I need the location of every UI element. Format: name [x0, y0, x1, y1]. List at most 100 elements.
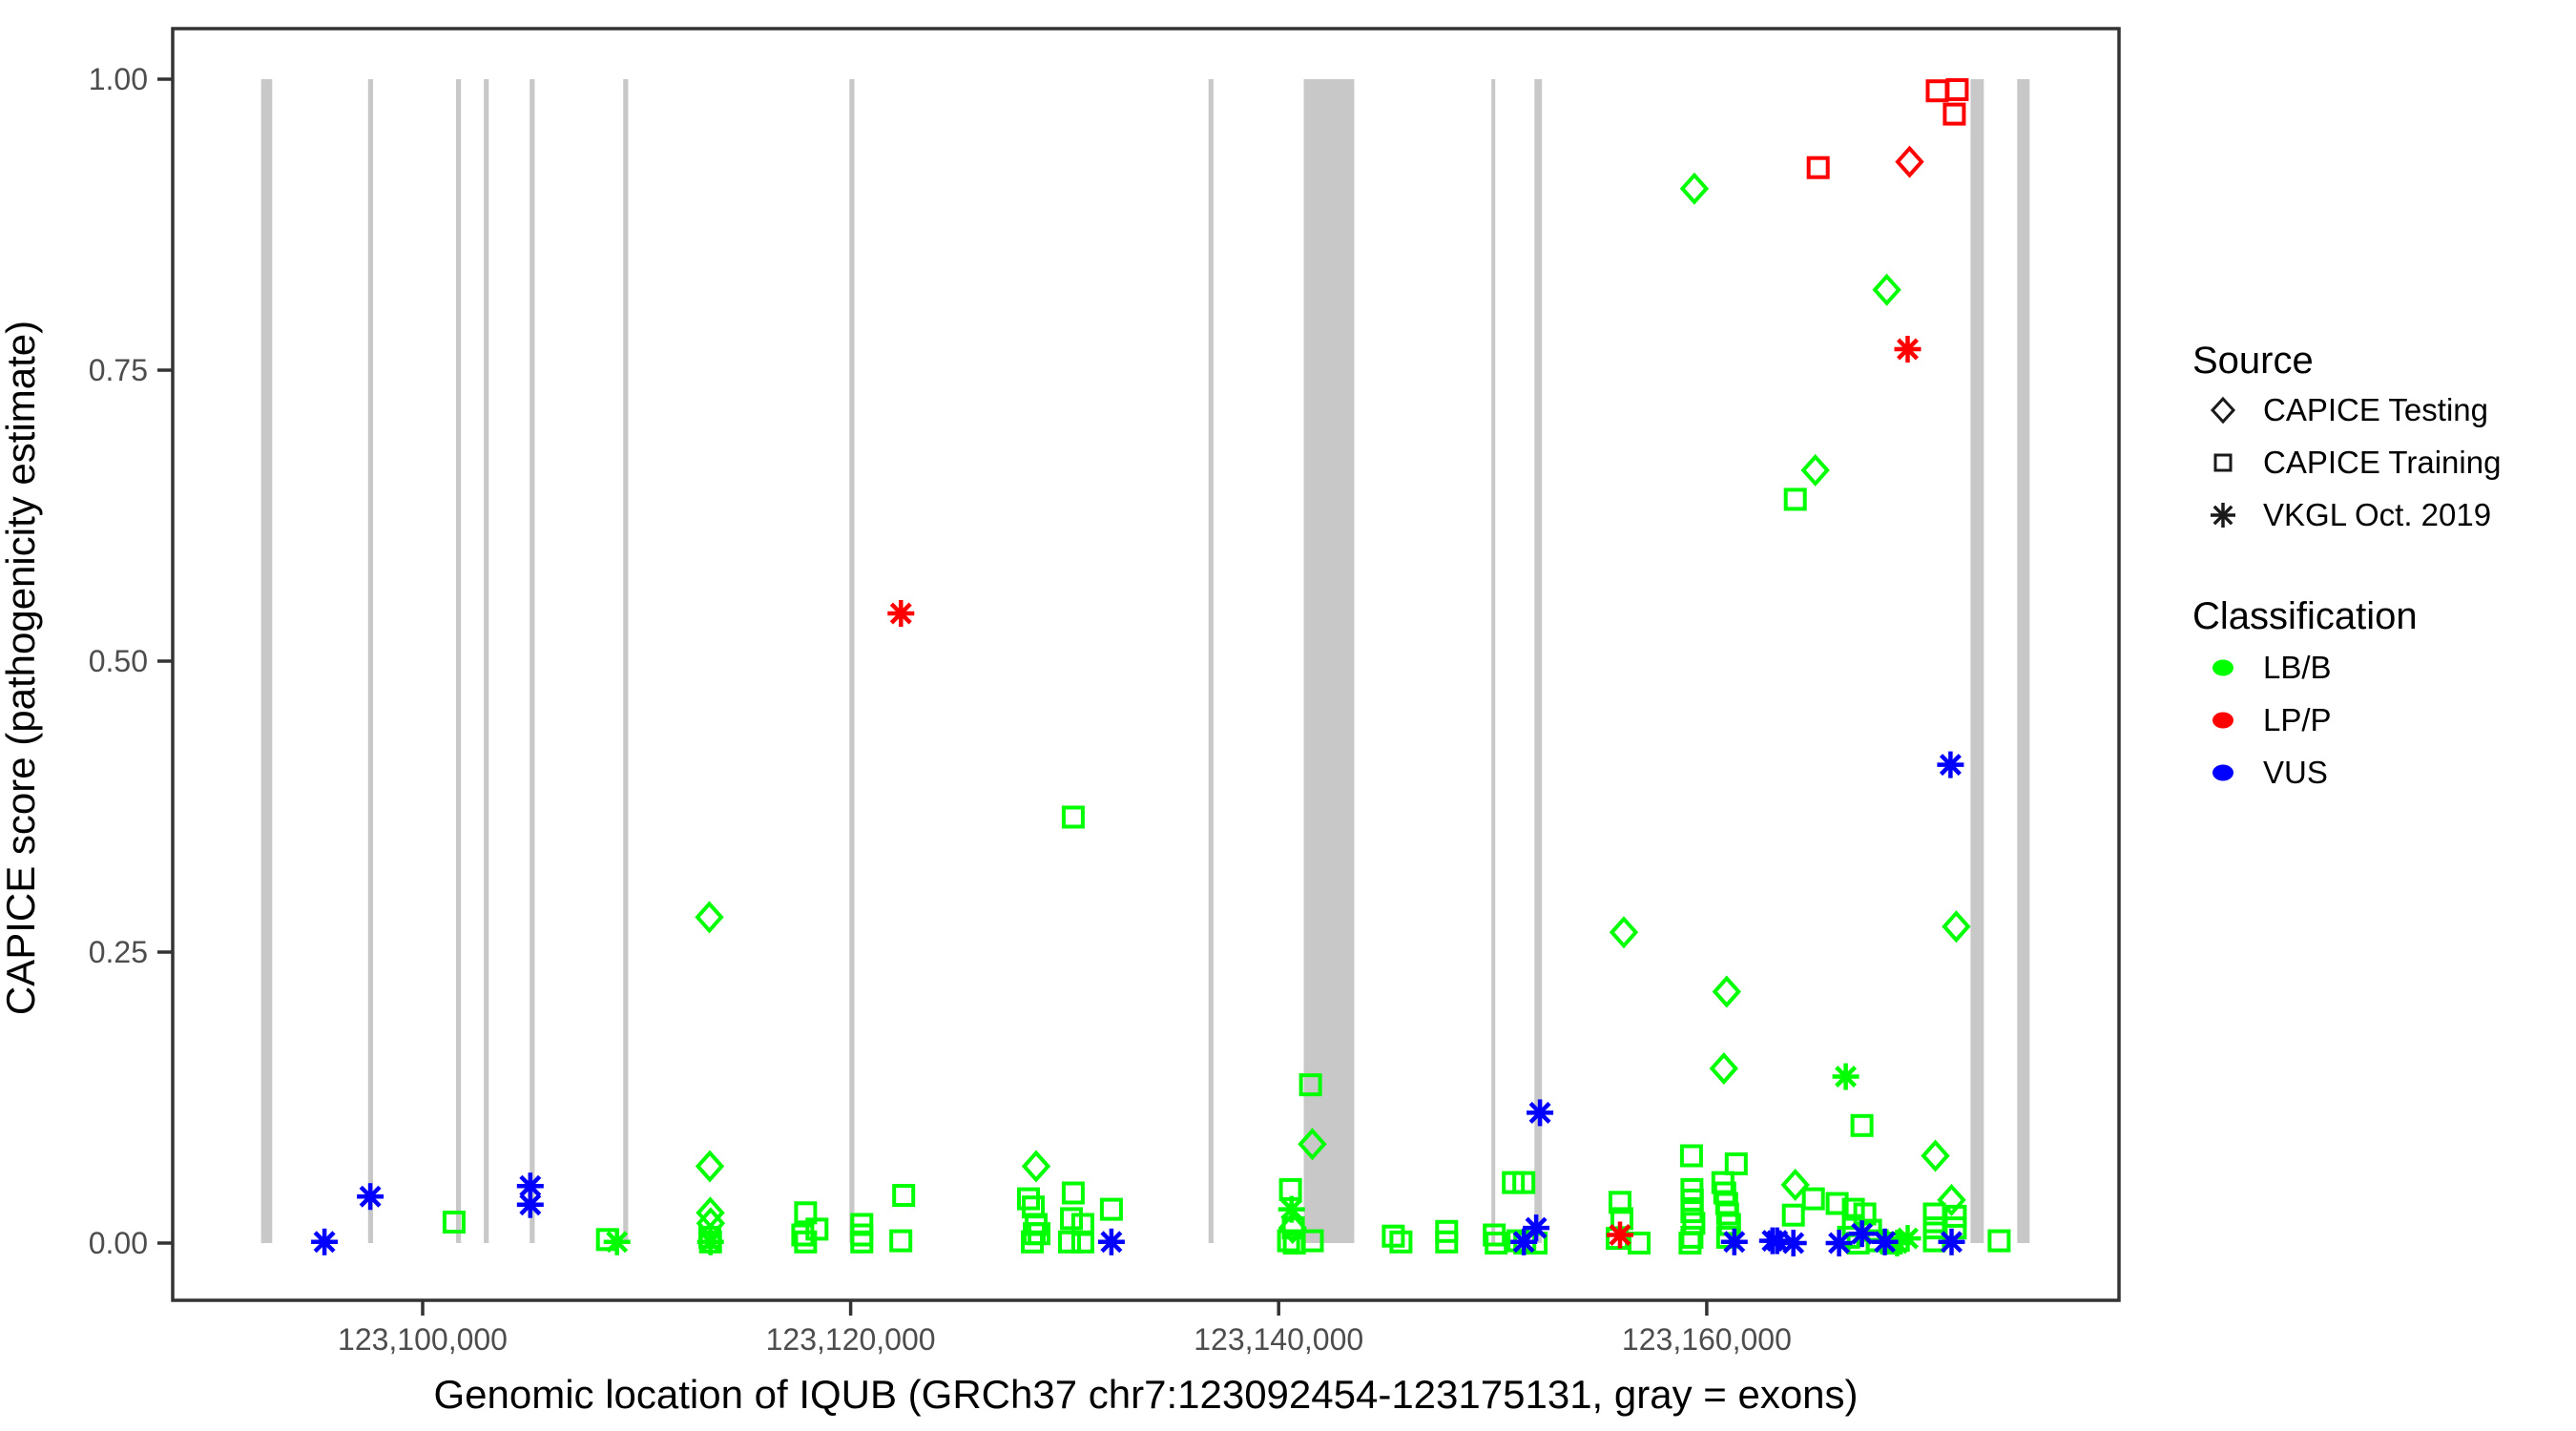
point-square	[1724, 1152, 1748, 1175]
point-asterisk	[1723, 1231, 1746, 1254]
y-tick-label: 0.50	[89, 644, 148, 678]
point-diamond	[1895, 145, 1924, 178]
exon-bar	[456, 79, 462, 1243]
dot	[2212, 764, 2233, 781]
square-legend-icon	[2213, 453, 2233, 472]
classification-dot-icon	[2212, 764, 2233, 781]
point-asterisk	[519, 1193, 542, 1216]
point-asterisk	[889, 602, 912, 625]
exon-bar	[530, 79, 535, 1243]
point-asterisk	[1100, 1231, 1123, 1254]
data-point	[311, 1228, 339, 1255]
data-point	[1806, 156, 1830, 179]
point-asterisk	[1941, 1231, 1963, 1254]
point-asterisk	[1939, 754, 1962, 777]
point-asterisk	[519, 1174, 542, 1197]
x-tick-label: 123,100,000	[338, 1322, 508, 1357]
exon-bar	[849, 79, 855, 1243]
point-square	[1717, 1213, 1741, 1236]
point-square	[1783, 487, 1807, 511]
point-asterisk	[1528, 1101, 1551, 1124]
dot	[2212, 659, 2233, 676]
point-diamond	[1712, 975, 1741, 1008]
data-point	[1607, 1221, 1633, 1249]
data-point	[1945, 78, 1969, 101]
x-axis-title: Genomic location of IQUB (GRCh37 chr7:12…	[433, 1372, 1859, 1417]
data-point	[1937, 751, 1964, 778]
legend-classification-title: Classification	[2192, 595, 2418, 637]
data-point	[1712, 975, 1741, 1008]
data-point	[1680, 1188, 1704, 1212]
data-point	[1724, 1152, 1748, 1175]
data-point	[1278, 1177, 1302, 1201]
exon-bar	[1970, 79, 1984, 1243]
data-point	[850, 1230, 874, 1254]
legend-item-label: CAPICE Testing	[2263, 392, 2488, 427]
data-point	[1779, 1230, 1807, 1256]
point-square	[892, 1184, 916, 1207]
y-tick-label: 0.25	[89, 935, 148, 969]
data-point	[1943, 1204, 1967, 1228]
point-square	[698, 1230, 722, 1254]
point-diamond	[1021, 1150, 1051, 1183]
data-point	[1922, 1202, 1946, 1226]
point-square	[1850, 1113, 1874, 1137]
point-diamond	[695, 1150, 725, 1183]
point-square	[1680, 1200, 1704, 1224]
data-point	[1389, 1230, 1413, 1254]
data-point	[1678, 1232, 1702, 1255]
exon-bar	[1534, 79, 1543, 1243]
legend-source-title: Source	[2192, 340, 2314, 382]
point-square	[1606, 1227, 1629, 1251]
point-square	[1925, 79, 1949, 103]
exon-bar	[623, 79, 629, 1243]
data-point	[1609, 916, 1639, 949]
asterisk-legend-icon	[2211, 503, 2235, 528]
data-point	[1942, 910, 1971, 944]
data-point	[1783, 487, 1807, 511]
point-square	[1389, 1230, 1413, 1254]
diamond-icon	[2210, 396, 2236, 425]
data-point	[1058, 1230, 1081, 1254]
exon-bar	[367, 79, 373, 1243]
point-square	[1945, 78, 1969, 101]
data-point	[1277, 1229, 1300, 1253]
point-asterisk	[1512, 1231, 1535, 1254]
data-point	[1717, 1213, 1741, 1236]
data-point	[1609, 1191, 1631, 1214]
point-square	[1298, 1073, 1322, 1097]
data-point	[1832, 1063, 1859, 1090]
data-point	[1825, 1230, 1853, 1256]
point-square	[1061, 805, 1085, 829]
data-point	[1938, 1228, 1965, 1255]
point-square	[1278, 1177, 1302, 1201]
data-point	[1061, 1181, 1085, 1205]
data-point	[791, 1223, 815, 1247]
data-point	[887, 600, 915, 627]
point-diamond	[695, 901, 724, 934]
data-point	[1070, 1230, 1094, 1254]
data-point	[1925, 79, 1949, 103]
point-diamond	[1709, 1051, 1738, 1086]
y-tick-label: 0.00	[89, 1226, 148, 1260]
point-square	[1277, 1229, 1300, 1253]
data-point	[1871, 1228, 1899, 1255]
data-point	[1780, 1168, 1810, 1202]
point-square	[442, 1211, 466, 1234]
data-point	[1922, 1216, 1946, 1240]
data-point	[1435, 1230, 1459, 1254]
legend-item-label: LB/B	[2263, 650, 2332, 685]
point-square	[791, 1223, 815, 1247]
point-square	[1061, 1181, 1085, 1205]
point-asterisk	[1609, 1224, 1631, 1246]
point-square	[1282, 1232, 1306, 1255]
data-point	[1709, 1051, 1738, 1086]
data-point	[1510, 1228, 1538, 1255]
exon-bar	[2017, 79, 2030, 1243]
data-point	[1298, 1128, 1327, 1161]
point-asterisk	[1874, 1231, 1897, 1254]
dot	[2212, 712, 2233, 729]
data-point	[1099, 1197, 1123, 1221]
point-square	[1070, 1230, 1094, 1254]
